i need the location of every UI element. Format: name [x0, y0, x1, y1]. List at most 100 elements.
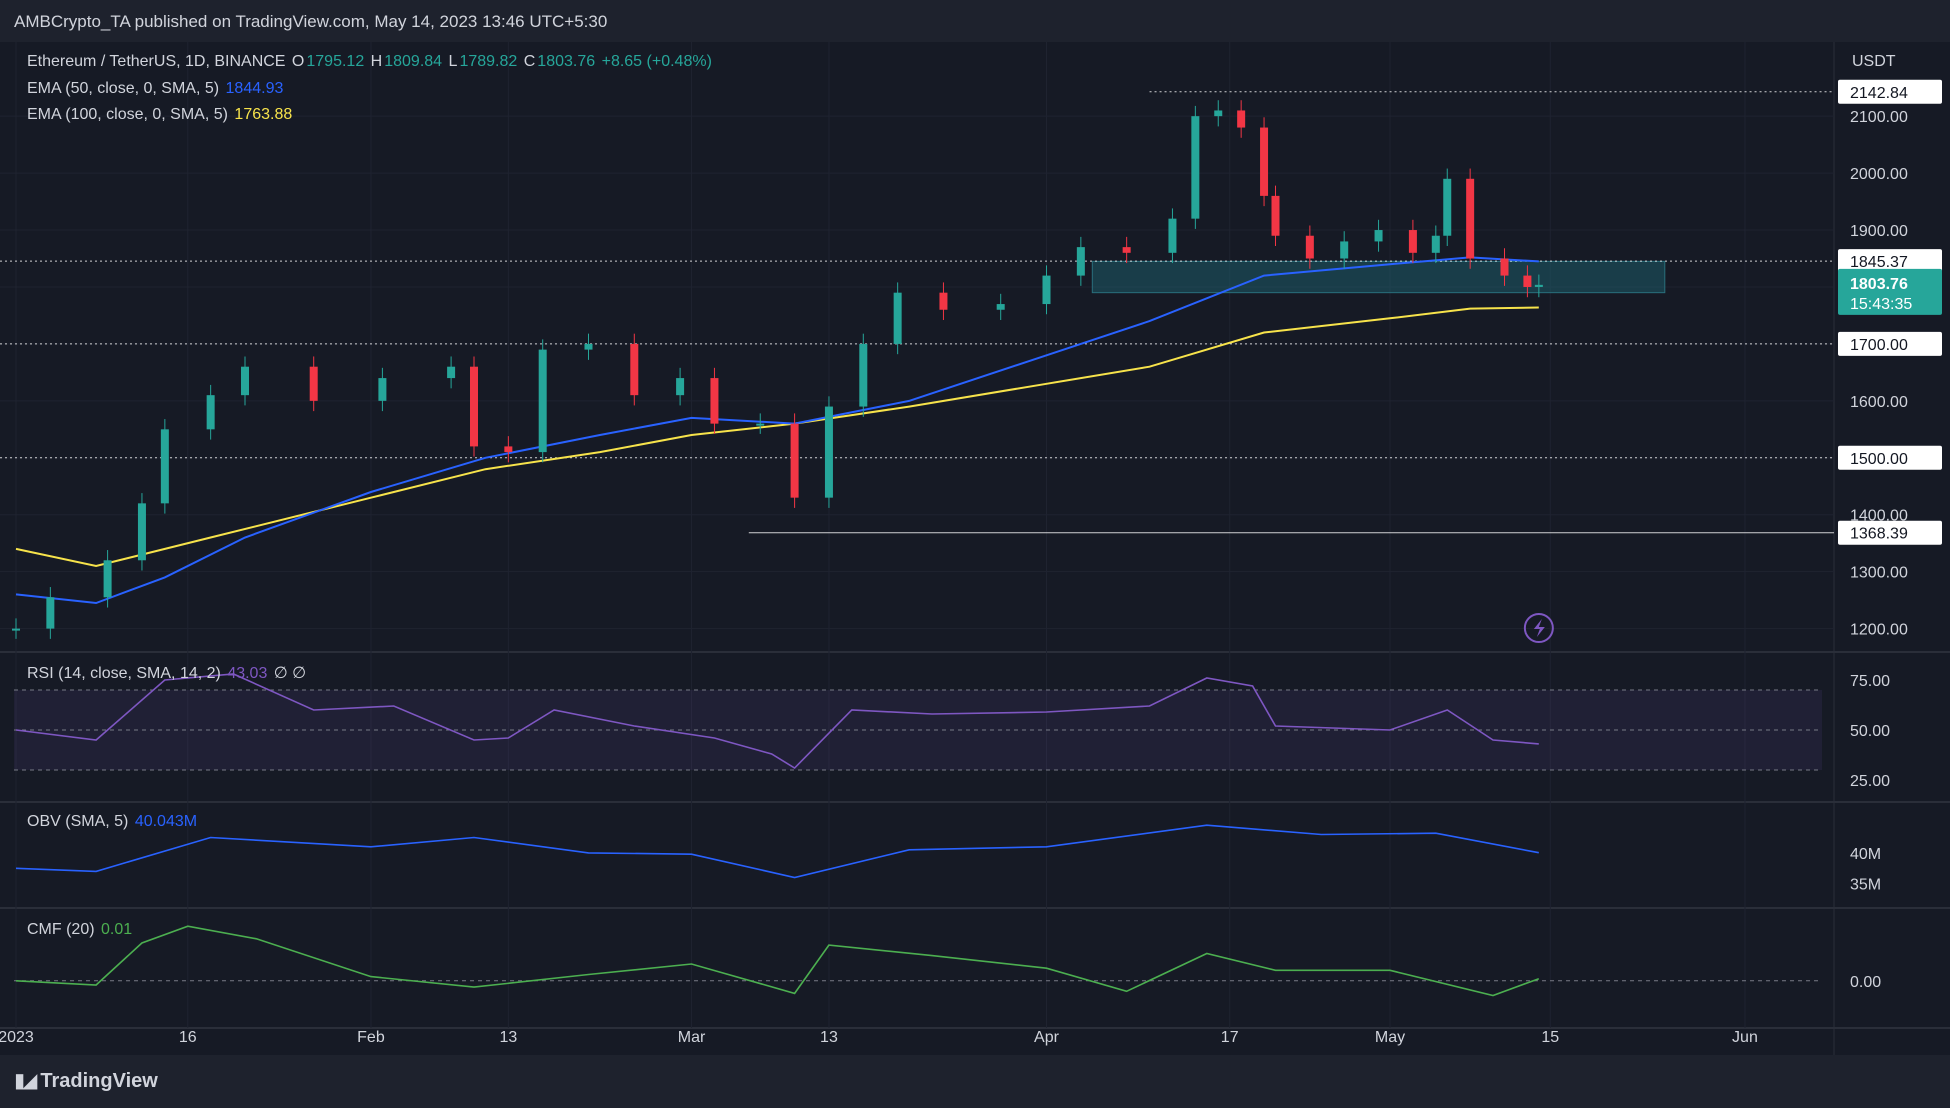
cmf-legend: CMF (20) 0.01: [27, 921, 134, 939]
ema50-line: [15, 256, 1539, 605]
candle-body: [206, 395, 215, 430]
candle-body: [1340, 241, 1349, 259]
ema100-line: [15, 306, 1539, 568]
symbol-title: Ethereum / TetherUS, 1D, BINANCE: [27, 53, 286, 70]
x-tick-label: 2023: [0, 1029, 34, 1046]
candle-body: [1191, 116, 1200, 219]
tradingview-logo[interactable]: ▮◢ TradingView: [14, 1068, 158, 1093]
high-label: H: [370, 53, 383, 70]
candle-body: [1431, 235, 1440, 253]
level-label-box-2: [1838, 331, 1942, 356]
candle-body: [1214, 110, 1223, 117]
rsi-line: [15, 673, 1539, 770]
level-label: 1500.00: [1850, 451, 1908, 468]
x-tick-label: Feb: [357, 1029, 385, 1046]
lightning-icon: [1523, 613, 1554, 643]
candle-body: [824, 406, 833, 498]
price-tick-label: 1400.00: [1850, 508, 1908, 525]
rsi-tick-label: 75.00: [1850, 673, 1890, 690]
obv-line: [15, 824, 1539, 879]
candle-body: [676, 378, 685, 396]
x-tick-label: Mar: [678, 1029, 706, 1046]
lightning-bolt: [1533, 619, 1545, 637]
ema50-legend: EMA (50, close, 0, SMA, 5) 1844.93: [27, 80, 285, 98]
open-label: O: [291, 53, 305, 70]
candle-body: [1076, 247, 1085, 276]
currency-label: USDT: [1852, 53, 1896, 70]
level-label-box-4: [1838, 520, 1942, 545]
x-tick-label: 17: [1221, 1029, 1239, 1046]
obv-legend: OBV (SMA, 5) 40.043M: [27, 813, 199, 831]
candle-body: [241, 366, 249, 396]
obv-label: OBV (SMA, 5): [27, 813, 129, 830]
candle-body: [1466, 178, 1475, 259]
high-value: 1809.84: [384, 53, 443, 70]
candle-body: [1122, 247, 1131, 253]
level-label: 1700.00: [1850, 337, 1908, 354]
candle-body: [103, 560, 112, 598]
low-label: L: [448, 53, 458, 70]
x-tick-label: 15: [1541, 1029, 1559, 1046]
support-zone: [1091, 260, 1666, 294]
candle-body: [504, 446, 513, 453]
candle-body: [1168, 218, 1177, 253]
rsi-legend: RSI (14, close, SMA, 14, 2) 43.03 ∅ ∅: [27, 663, 308, 683]
candle-body: [630, 343, 639, 396]
candle-body: [1305, 235, 1314, 259]
ema50-label: EMA (50, close, 0, SMA, 5): [27, 80, 220, 97]
candle-body: [1408, 230, 1417, 253]
symbol-legend: Ethereum / TetherUS, 1D, BINANCE O 1795.1…: [27, 53, 714, 71]
candle-body: [1443, 178, 1452, 236]
obv-tick-label: 35M: [1850, 877, 1881, 894]
countdown-label: 15:43:35: [1850, 296, 1912, 313]
candle-body: [538, 349, 547, 453]
candle-body: [1271, 195, 1280, 236]
rsi-label: RSI (14, close, SMA, 14, 2): [27, 665, 221, 682]
rsi-extra: ∅ ∅: [273, 665, 307, 682]
candle-body: [309, 366, 318, 401]
low-value: 1789.82: [459, 53, 518, 70]
rsi-tick-label: 25.00: [1850, 773, 1890, 790]
candle-body: [1500, 258, 1509, 276]
level-label: 1368.39: [1850, 526, 1908, 543]
x-tick-label: 13: [820, 1029, 838, 1046]
candle-body: [756, 423, 765, 426]
cmf-value: 0.01: [101, 921, 133, 938]
candle-body: [859, 343, 868, 407]
tradingview-logo-icon: ▮◢: [14, 1070, 37, 1092]
candle-body: [1534, 284, 1543, 287]
ema100-value: 1763.88: [234, 106, 293, 123]
candle-body: [137, 503, 146, 561]
candle-body: [939, 292, 948, 310]
obv-tick-label: 40M: [1850, 846, 1881, 863]
ema100-legend: EMA (100, close, 0, SMA, 5) 1763.88: [27, 106, 294, 124]
level-label-box-3: [1838, 445, 1942, 470]
candle-body: [1523, 275, 1532, 287]
close-label: C: [523, 53, 536, 70]
candle-body: [1042, 275, 1051, 305]
candle-body: [160, 429, 169, 504]
cmf-tick-label: 0.00: [1850, 974, 1881, 991]
chart-area[interactable]: 1200.00 1300.00 1400.00 1500.00 1600.00 1700.…: [0, 0, 1950, 1055]
cmf-label: CMF (20): [27, 921, 95, 938]
price-tick-label: 1600.00: [1850, 394, 1908, 411]
publisher-line: AMBCrypto_TA published on TradingView.co…: [14, 12, 608, 31]
price-tick-label: 1300.00: [1850, 565, 1908, 582]
candle-body: [470, 366, 478, 447]
current-price-label: 1803.76: [1850, 276, 1908, 293]
footer-bar: ▮◢ TradingView: [0, 1055, 1950, 1108]
x-tick-label: May: [1375, 1029, 1405, 1046]
cmf-line: [15, 925, 1540, 997]
candle-body: [584, 343, 593, 350]
price-tick-label: 2000.00: [1850, 166, 1908, 183]
obv-value: 40.043M: [134, 813, 198, 830]
candle-body: [710, 378, 719, 424]
rsi-tick-label: 50.00: [1850, 723, 1890, 740]
x-tick-label: Apr: [1034, 1029, 1060, 1046]
level-label-box-0: [1838, 79, 1942, 104]
level-label-box-1: [1838, 249, 1942, 274]
x-tick-label: 13: [499, 1029, 517, 1046]
level-label: 1845.37: [1850, 254, 1908, 271]
candle-body: [447, 366, 456, 379]
close-value: 1803.76: [537, 53, 596, 70]
